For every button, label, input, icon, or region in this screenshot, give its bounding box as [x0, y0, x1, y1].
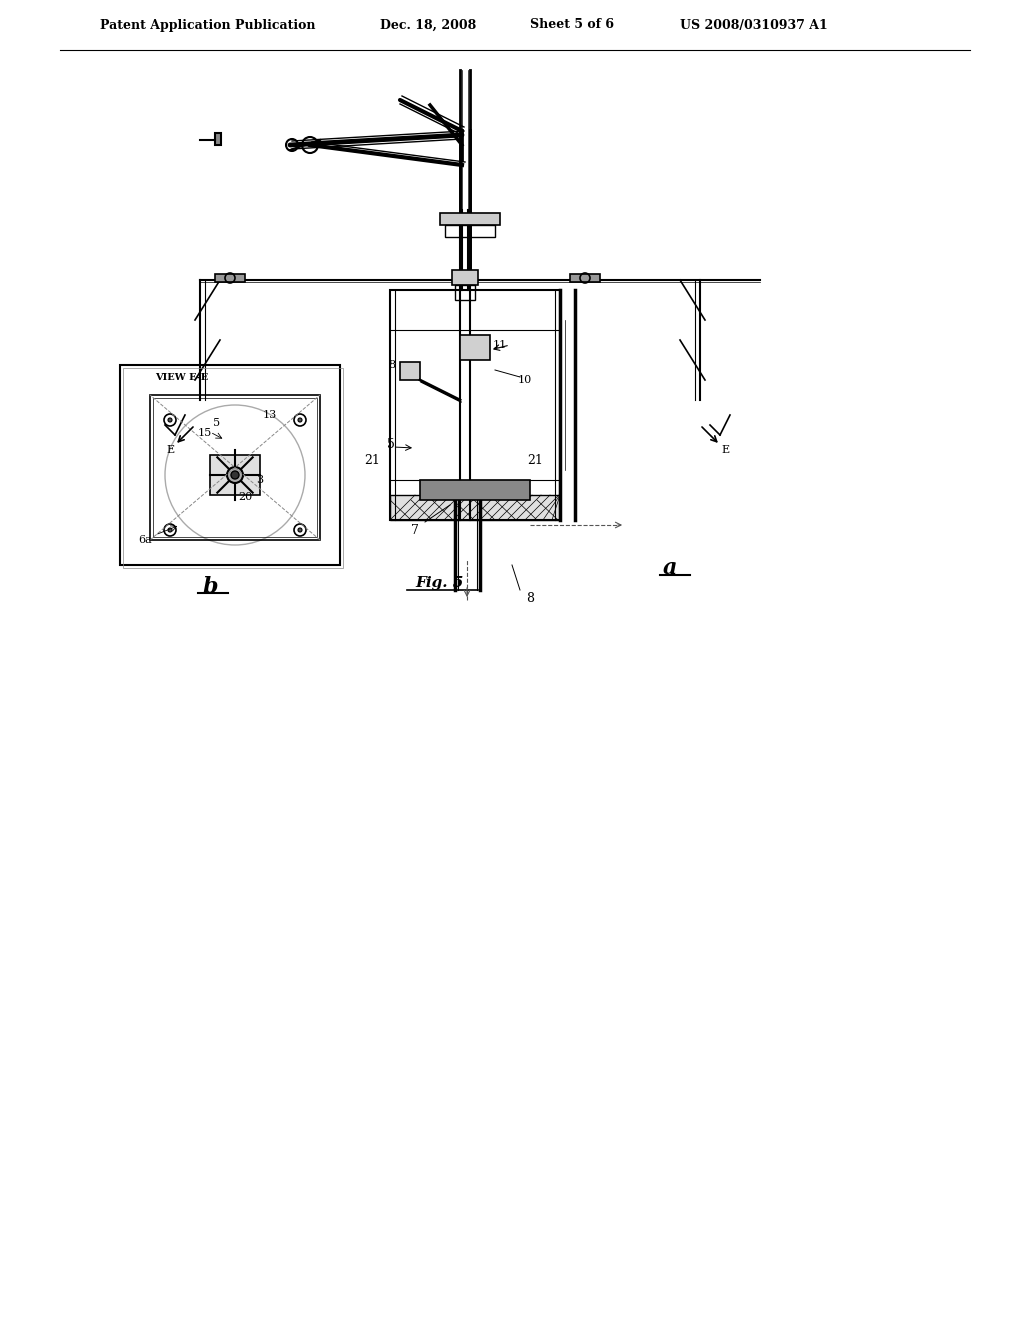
Text: 6a: 6a	[138, 535, 152, 545]
Text: 8: 8	[526, 591, 534, 605]
Text: Dec. 18, 2008: Dec. 18, 2008	[380, 18, 476, 32]
Text: 3: 3	[256, 475, 263, 484]
Bar	[123, 368, 343, 568]
Text: E: E	[166, 445, 174, 455]
Text: 21: 21	[527, 454, 543, 466]
Text: 15: 15	[198, 428, 212, 438]
Circle shape	[168, 418, 172, 422]
Text: VIEW E-E: VIEW E-E	[155, 372, 208, 381]
Bar	[215, 133, 221, 145]
Text: 7: 7	[411, 524, 419, 536]
Text: US 2008/0310937 A1: US 2008/0310937 A1	[680, 18, 827, 32]
Text: 10: 10	[518, 375, 532, 385]
Bar	[400, 362, 420, 380]
Text: Patent Application Publication: Patent Application Publication	[100, 18, 315, 32]
Text: 5: 5	[213, 418, 220, 428]
Bar	[153, 399, 317, 537]
Circle shape	[298, 418, 302, 422]
Text: 21: 21	[365, 454, 380, 466]
Text: 20: 20	[238, 492, 252, 502]
Circle shape	[227, 467, 243, 483]
Bar	[390, 495, 560, 520]
Bar	[452, 271, 478, 285]
Bar	[150, 395, 319, 540]
Text: b: b	[203, 576, 218, 598]
Text: 11: 11	[493, 341, 507, 350]
Bar	[460, 335, 490, 360]
Bar	[210, 455, 260, 495]
Bar	[440, 213, 500, 224]
Text: a: a	[663, 557, 677, 579]
Text: E: E	[721, 445, 729, 455]
Bar	[420, 480, 530, 500]
Bar	[120, 366, 340, 565]
Text: 13: 13	[263, 411, 278, 420]
Bar	[455, 285, 475, 300]
Bar	[445, 224, 495, 238]
Text: Sheet 5 of 6: Sheet 5 of 6	[530, 18, 614, 32]
Bar	[390, 290, 560, 520]
Circle shape	[298, 528, 302, 532]
Text: Fig. 5: Fig. 5	[416, 576, 464, 590]
Bar	[215, 275, 245, 282]
Circle shape	[168, 528, 172, 532]
Text: 8: 8	[388, 360, 395, 370]
Text: 5: 5	[387, 438, 395, 451]
Bar	[570, 275, 600, 282]
Circle shape	[231, 471, 239, 479]
